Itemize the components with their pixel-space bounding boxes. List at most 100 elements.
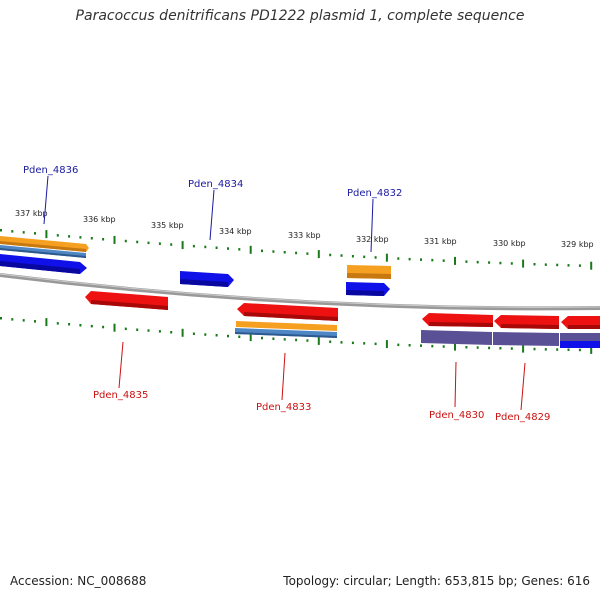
minor-tick: [0, 229, 2, 232]
minor-tick: [215, 334, 218, 337]
minor-tick: [340, 341, 343, 344]
minor-tick: [147, 329, 150, 332]
reverse-gene-arrow-shade: [244, 312, 338, 321]
gene-label-pden-4835[interactable]: Pden_4835: [93, 390, 148, 401]
minor-tick: [544, 348, 547, 351]
purple-feature[interactable]: [493, 332, 559, 346]
reverse-gene-arrow-shade: [429, 322, 493, 327]
minor-tick: [227, 247, 229, 250]
forward-gene-arrow-shade: [346, 290, 384, 296]
gene-label-pden-4834[interactable]: Pden_4834: [188, 179, 243, 190]
gene-label-pden-4833[interactable]: Pden_4833: [256, 402, 311, 413]
steel-feature-shade: [235, 332, 337, 338]
minor-tick: [363, 255, 366, 259]
forward-strand-genes: [0, 236, 391, 296]
minor-tick: [261, 249, 263, 253]
major-tick: [45, 230, 48, 239]
minor-tick: [533, 347, 536, 351]
gene-label-pden-4836[interactable]: Pden_4836: [23, 165, 78, 176]
gene-label-pden-4832[interactable]: Pden_4832: [347, 188, 402, 199]
reverse-gene-arrow-shade: [501, 324, 559, 329]
minor-tick: [340, 254, 343, 257]
major-tick: [385, 253, 388, 262]
minor-tick: [295, 251, 298, 255]
minor-tick: [329, 340, 332, 343]
minor-tick: [90, 237, 93, 240]
minor-tick: [499, 261, 502, 265]
reverse-gene-arrow-shade: [568, 325, 600, 329]
minor-tick: [442, 345, 445, 348]
minor-tick: [397, 257, 400, 260]
major-tick: [522, 344, 525, 353]
minor-tick: [192, 332, 195, 335]
minor-tick: [408, 344, 411, 347]
reverse-gene-labels: Pden_4835 Pden_4833 Pden_4830 Pden_4829: [93, 341, 550, 423]
scale-label: 335 kbp: [151, 221, 184, 230]
major-tick: [249, 245, 252, 254]
purple-feature[interactable]: [560, 333, 600, 342]
minor-tick: [11, 318, 14, 321]
minor-tick: [124, 239, 127, 243]
minor-tick: [488, 261, 491, 264]
major-tick: [454, 342, 456, 351]
minor-tick: [476, 346, 479, 349]
sequence-backbone: [0, 273, 600, 311]
orange-feature[interactable]: [236, 321, 337, 331]
minor-tick: [272, 337, 275, 340]
minor-tick: [34, 320, 36, 323]
minor-tick: [215, 246, 218, 249]
minor-tick: [397, 343, 400, 347]
minor-tick: [238, 335, 241, 338]
minor-tick: [283, 251, 286, 254]
steel-feature-shade: [0, 248, 86, 258]
major-tick: [181, 241, 184, 250]
gene-label-pden-4829[interactable]: Pden_4829: [495, 412, 550, 423]
minor-tick: [56, 234, 59, 237]
minor-tick: [22, 319, 25, 322]
minor-tick: [227, 334, 229, 338]
reverse-gene-arrow-shade: [91, 300, 168, 310]
minor-tick: [578, 348, 581, 352]
minor-tick: [567, 264, 570, 267]
minor-tick: [147, 241, 150, 245]
minor-tick: [533, 263, 536, 266]
minor-tick: [102, 325, 105, 329]
orange-feature-shade: [0, 241, 86, 252]
minor-tick: [261, 336, 263, 340]
topology-text: Topology: circular; Length: 653,815 bp; …: [283, 574, 590, 588]
scale-labels: 337 kbp 336 kbp 335 kbp 334 kbp 333 kbp …: [15, 209, 594, 249]
minor-tick: [34, 232, 36, 235]
minor-tick: [544, 263, 547, 266]
purple-feature[interactable]: [421, 330, 492, 345]
minor-tick: [306, 339, 309, 342]
minor-tick: [442, 259, 445, 262]
scale-label: 329 kbp: [561, 240, 594, 249]
forward-gene-arrow[interactable]: [560, 341, 600, 348]
minor-tick: [238, 248, 241, 251]
major-tick: [385, 340, 388, 349]
minor-tick: [192, 244, 195, 248]
minor-tick: [363, 342, 366, 345]
minor-tick: [351, 255, 354, 258]
major-tick: [181, 328, 184, 337]
minor-tick: [431, 344, 434, 348]
minor-tick: [465, 346, 468, 349]
scale-label: 331 kbp: [424, 237, 457, 246]
major-tick: [45, 318, 48, 327]
minor-tick: [329, 253, 332, 257]
gene-label-pden-4830[interactable]: Pden_4830: [429, 410, 484, 421]
minor-tick: [22, 231, 25, 234]
minor-tick: [578, 264, 581, 267]
minor-tick: [420, 344, 422, 347]
scale-label: 334 kbp: [219, 227, 252, 236]
minor-tick: [465, 260, 468, 263]
minor-tick: [374, 256, 377, 259]
major-tick: [590, 345, 593, 354]
forward-gene-arrow-shade: [180, 279, 228, 287]
minor-tick: [510, 262, 513, 265]
major-tick: [113, 235, 116, 244]
minor-tick: [170, 331, 173, 334]
minor-tick: [283, 338, 286, 341]
minor-tick: [79, 236, 82, 239]
minor-tick: [204, 245, 207, 249]
